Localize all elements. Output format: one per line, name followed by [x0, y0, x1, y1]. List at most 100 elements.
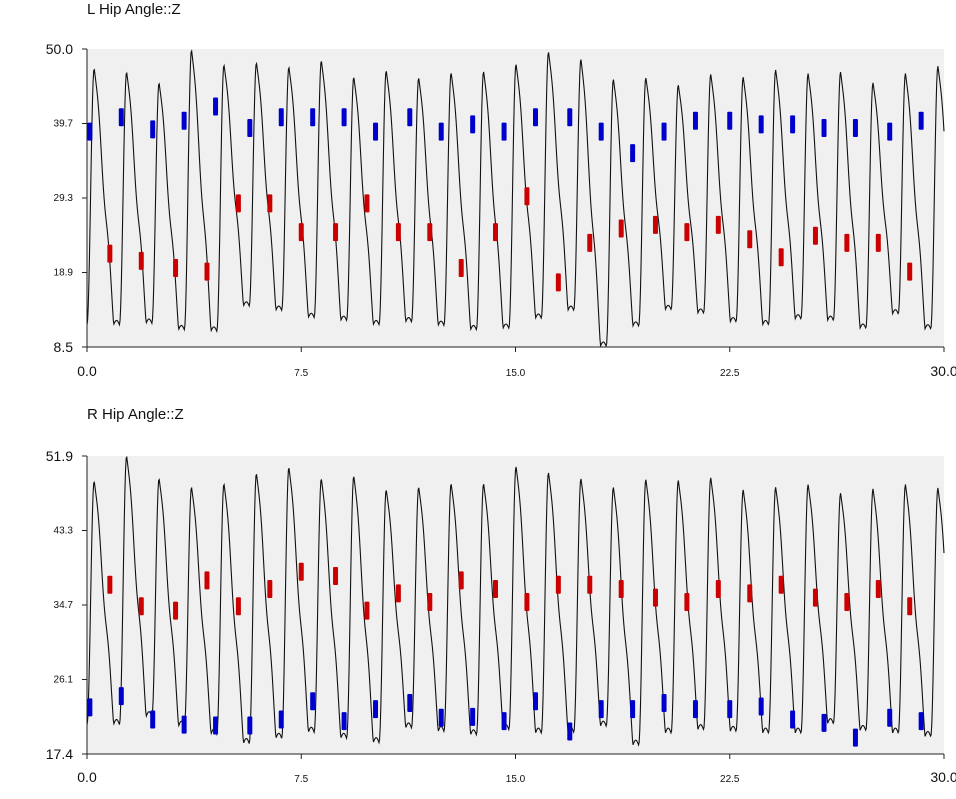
red-event-marker: [587, 575, 593, 594]
blue-event-marker: [790, 710, 796, 729]
event-series-0: [87, 687, 924, 747]
blue-event-marker: [567, 722, 573, 741]
red-event-marker: [267, 580, 273, 599]
red-event-marker: [844, 233, 850, 252]
blue-event-marker: [407, 694, 413, 713]
red-event-marker: [173, 601, 179, 620]
x-tick-label: 15.0: [506, 368, 526, 379]
blue-event-marker: [598, 700, 604, 719]
red-event-marker: [907, 262, 913, 281]
blue-event-marker: [567, 108, 573, 127]
blue-event-marker: [918, 111, 924, 130]
red-event-marker: [427, 223, 433, 242]
y-tick-label: 39.7: [54, 119, 74, 130]
blue-event-marker: [501, 712, 507, 731]
blue-event-marker: [727, 700, 733, 719]
blue-event-marker: [181, 111, 187, 130]
blue-event-marker: [887, 122, 893, 141]
blue-event-marker: [821, 713, 827, 732]
red-event-marker: [524, 187, 530, 206]
blue-event-marker: [661, 694, 667, 713]
event-series-1: [107, 562, 913, 620]
chart-title: L Hip Angle::Z: [87, 1, 181, 18]
blue-event-marker: [692, 700, 698, 719]
blue-event-marker: [278, 108, 284, 127]
y-tick-label: 34.7: [54, 600, 74, 611]
red-event-marker: [844, 592, 850, 611]
y-tick-label: 8.5: [54, 339, 74, 355]
blue-event-marker: [501, 122, 507, 141]
blue-event-marker: [533, 692, 538, 711]
red-event-marker: [747, 230, 753, 249]
y-tick-label: 43.3: [54, 526, 74, 537]
red-event-marker: [458, 259, 464, 278]
blue-event-marker: [887, 708, 893, 727]
red-event-marker: [107, 575, 113, 594]
red-event-marker: [684, 223, 690, 242]
event-series-1: [107, 187, 913, 292]
red-event-marker: [875, 233, 881, 252]
blue-event-marker: [373, 122, 379, 141]
blue-event-marker: [470, 707, 476, 726]
red-event-marker: [173, 259, 179, 278]
red-event-marker: [493, 223, 498, 242]
red-event-marker: [364, 194, 370, 213]
blue-event-marker: [438, 122, 444, 141]
red-event-marker: [364, 601, 370, 620]
red-event-marker: [907, 597, 913, 616]
x-tick-label: 7.5: [294, 774, 308, 785]
red-event-marker: [587, 233, 593, 252]
blue-event-marker: [852, 728, 858, 747]
red-event-marker: [875, 580, 881, 599]
red-event-marker: [204, 262, 210, 281]
blue-event-marker: [790, 115, 796, 134]
y-tick-label: 18.9: [54, 268, 74, 279]
red-event-marker: [333, 567, 339, 586]
x-tick-label: 22.5: [720, 774, 740, 785]
blue-event-marker: [533, 108, 538, 127]
red-event-marker: [204, 571, 210, 590]
blue-event-marker: [341, 108, 347, 127]
r-hip-angle-chart: R Hip Angle::Z51.943.334.726.117.40.0 7.5…: [46, 406, 956, 785]
red-event-marker: [267, 194, 273, 213]
x-tick-label: 0.0: [77, 769, 97, 785]
red-event-marker: [812, 588, 818, 607]
blue-event-marker: [821, 118, 827, 137]
blue-event-marker: [278, 710, 284, 729]
blue-event-marker: [150, 710, 156, 729]
blue-event-marker: [373, 700, 379, 719]
red-event-marker: [618, 580, 624, 599]
blue-event-marker: [247, 716, 253, 735]
blue-event-marker: [341, 712, 347, 731]
angle-trace-line: [87, 455, 945, 747]
blue-event-marker: [181, 715, 187, 734]
red-event-marker: [618, 219, 624, 238]
blue-event-marker: [758, 115, 764, 134]
x-tick-label: 0.0: [77, 363, 97, 379]
blue-event-marker: [247, 118, 253, 137]
blue-event-marker: [310, 692, 316, 711]
red-event-marker: [458, 571, 464, 590]
blue-event-marker: [118, 687, 124, 706]
blue-event-marker: [630, 700, 636, 719]
red-event-marker: [395, 584, 401, 603]
blue-event-marker: [87, 122, 93, 141]
blue-event-marker: [918, 712, 924, 731]
x-tick-label: 7.5: [294, 368, 308, 379]
red-event-marker: [812, 226, 818, 245]
red-event-marker: [298, 223, 304, 242]
x-tick-label: 30.0: [930, 769, 956, 785]
red-event-marker: [778, 248, 784, 267]
red-event-marker: [395, 223, 401, 242]
chart-title: R Hip Angle::Z: [87, 406, 184, 423]
blue-event-marker: [87, 698, 93, 717]
red-event-marker: [138, 597, 144, 616]
red-event-marker: [427, 592, 433, 611]
blue-event-marker: [692, 111, 698, 130]
blue-event-marker: [661, 122, 667, 141]
x-tick-label: 22.5: [720, 368, 740, 379]
red-event-marker: [555, 575, 561, 594]
red-event-marker: [747, 584, 753, 603]
y-tick-label: 26.1: [54, 675, 74, 686]
